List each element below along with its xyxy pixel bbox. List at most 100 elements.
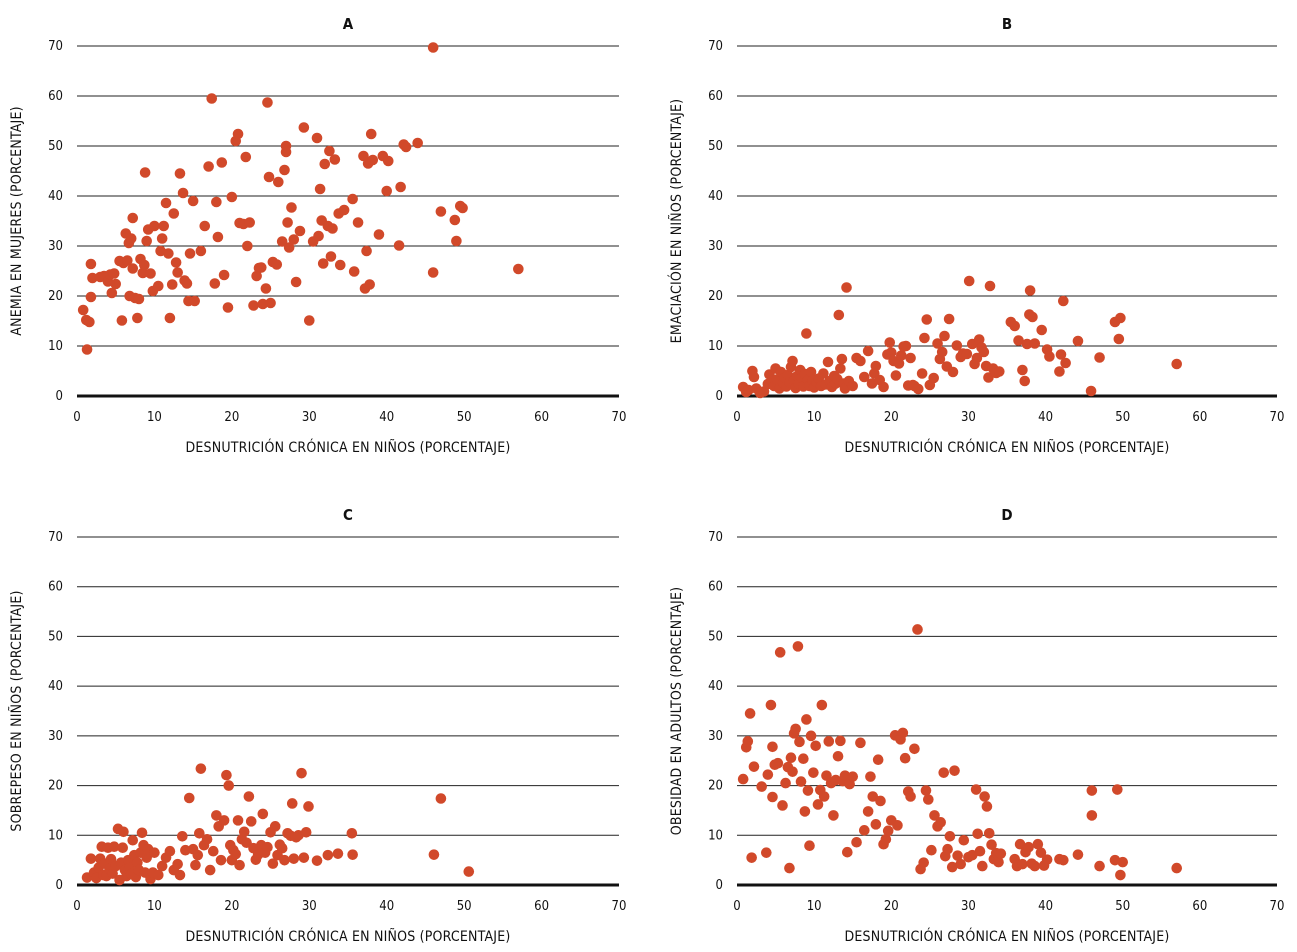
data-point-a-0	[77, 304, 89, 316]
data-point-d-70	[909, 743, 920, 755]
data-point-c-69	[232, 815, 244, 826]
data-point-a-84	[273, 176, 284, 188]
data-point-d-27	[799, 806, 811, 817]
data-point-b-48	[833, 309, 845, 321]
x-tick-label-c-30: 30	[302, 899, 317, 914]
data-point-b-116	[1027, 311, 1038, 323]
data-point-c-40	[153, 869, 164, 881]
data-point-a-30	[139, 167, 151, 178]
data-point-a-21	[125, 233, 137, 244]
data-point-c-84	[267, 858, 279, 869]
data-point-d-11	[767, 791, 778, 803]
data-point-b-131	[1171, 358, 1183, 370]
data-point-d-26	[798, 753, 809, 765]
data-point-b-91	[951, 340, 963, 351]
data-point-c-101	[322, 849, 334, 861]
data-point-a-110	[334, 259, 346, 271]
data-point-a-45	[170, 257, 182, 268]
data-point-b-110	[1013, 335, 1024, 346]
y-tick-label-c-40: 40	[48, 679, 63, 694]
data-point-b-104	[984, 280, 996, 292]
data-point-b-99	[973, 334, 985, 345]
x-tick-label-c-40: 40	[379, 899, 394, 914]
data-point-c-35	[141, 852, 152, 863]
x-tick-label-b-50: 50	[1115, 410, 1130, 425]
x-tick-label-c-70: 70	[612, 899, 627, 914]
data-point-b-81	[921, 314, 933, 325]
x-tick-label-c-20: 20	[224, 899, 239, 914]
data-point-c-99	[303, 801, 314, 812]
data-point-c-62	[218, 815, 230, 826]
data-point-a-3	[85, 291, 97, 303]
data-point-c-57	[204, 864, 216, 876]
data-point-c-46	[174, 869, 186, 881]
data-point-d-23	[792, 641, 804, 652]
data-point-c-102	[332, 848, 344, 859]
x-tick-label-b-0: 0	[733, 410, 740, 425]
data-point-d-88	[958, 834, 970, 846]
x-tick-label-c-10: 10	[147, 899, 162, 914]
data-point-d-36	[816, 699, 828, 711]
data-point-b-62	[870, 360, 882, 372]
data-point-b-22	[787, 355, 798, 367]
data-point-d-87	[955, 858, 967, 870]
data-point-d-67	[899, 752, 911, 764]
data-point-b-80	[919, 332, 930, 344]
data-point-d-56	[870, 819, 882, 830]
data-point-a-4	[85, 258, 97, 270]
data-point-b-115	[1024, 285, 1036, 296]
data-point-d-76	[926, 844, 937, 856]
x-tick-label-c-0: 0	[73, 899, 80, 914]
data-point-d-82	[942, 843, 953, 855]
data-point-b-83	[928, 372, 940, 384]
data-point-b-129	[1113, 333, 1125, 345]
data-point-d-58	[875, 795, 886, 807]
data-point-d-51	[855, 737, 866, 749]
x-tick-label-a-20: 20	[224, 410, 239, 425]
data-point-d-120	[1094, 860, 1105, 872]
data-point-b-75	[905, 352, 916, 364]
data-point-b-64	[878, 381, 889, 393]
data-point-d-19	[785, 752, 797, 764]
data-point-b-84	[932, 338, 943, 349]
data-point-b-57	[855, 355, 866, 367]
data-point-b-94	[961, 348, 973, 360]
data-point-b-78	[912, 383, 924, 395]
data-point-a-5	[87, 272, 98, 284]
data-point-b-71	[896, 350, 907, 361]
data-point-c-19	[117, 842, 128, 854]
data-point-b-112	[1019, 375, 1031, 387]
data-point-d-57	[872, 754, 884, 766]
data-point-b-31	[801, 328, 812, 339]
x-tick-label-a-0: 0	[73, 410, 80, 425]
y-tick-label-d-40: 40	[708, 679, 723, 694]
data-point-b-101	[978, 346, 990, 358]
data-point-a-131	[427, 42, 439, 53]
data-point-a-95	[298, 122, 310, 133]
data-point-a-50	[181, 278, 193, 289]
data-point-c-85	[269, 821, 281, 832]
data-point-a-134	[449, 214, 461, 226]
y-tick-label-b-40: 40	[708, 189, 723, 204]
data-point-a-42	[164, 312, 176, 324]
data-point-a-108	[329, 154, 341, 165]
data-point-d-37	[818, 791, 830, 802]
y-tick-label-c-60: 60	[48, 580, 63, 595]
y-tick-label-c-70: 70	[48, 530, 63, 545]
data-point-d-117	[1072, 849, 1084, 860]
data-point-d-112	[1035, 847, 1047, 858]
data-point-a-38	[156, 233, 168, 244]
data-point-c-32	[136, 827, 148, 839]
data-point-d-77	[929, 810, 940, 821]
data-point-b-70	[893, 358, 905, 369]
data-point-a-71	[242, 240, 253, 252]
data-point-c-107	[463, 866, 475, 877]
x-tick-label-b-60: 60	[1192, 410, 1207, 425]
data-point-d-97	[983, 827, 995, 839]
x-axis-label-b: DESNUTRICIÓN CRÓNICA EN NIÑOS (PORCENTAJ…	[845, 438, 1170, 456]
data-point-a-15	[116, 315, 128, 326]
data-point-a-63	[218, 269, 230, 281]
data-point-c-68	[230, 848, 242, 860]
data-point-c-56	[201, 833, 213, 845]
